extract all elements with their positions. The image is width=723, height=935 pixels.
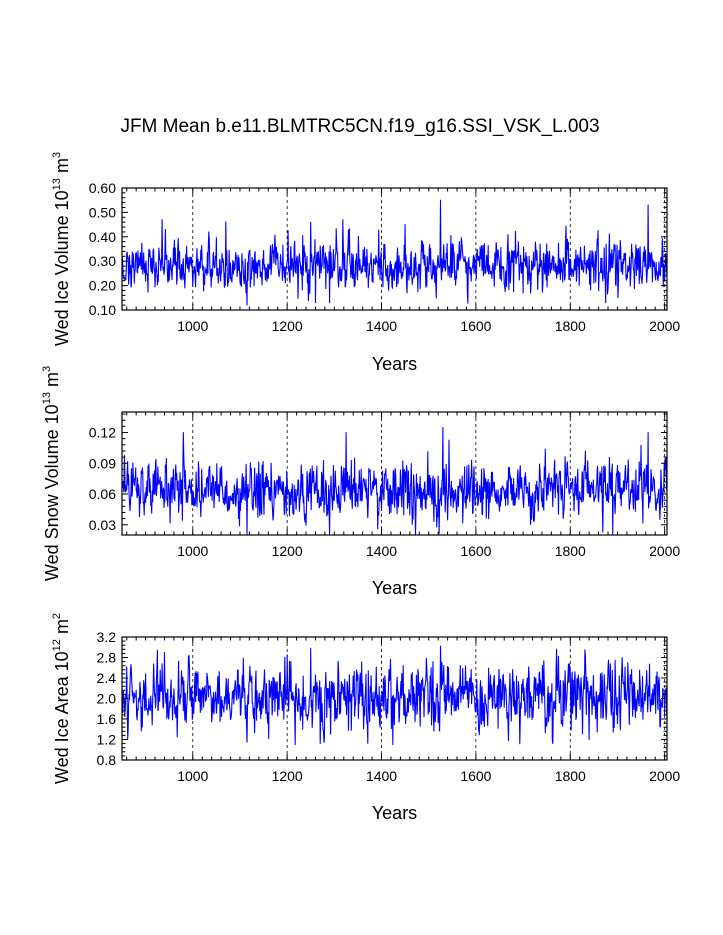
x-axis-label: Years [372, 803, 417, 823]
x-tick-label: 1800 [555, 543, 586, 559]
panel-1: 1000 1200 1400 1600 1800 2000 0.10 0.20 0.30 0.40… [51, 152, 680, 374]
plot-frame [121, 411, 668, 536]
series-line-1 [121, 199, 668, 306]
y-tick-label: 0.20 [89, 278, 116, 294]
figure-title: JFM Mean b.e11.BLMTRC5CN.f19_g16.SSI_VSK… [120, 116, 599, 137]
plot-frame [121, 187, 668, 311]
x-axis-label: Years [372, 354, 417, 374]
x-tick-label: 1400 [366, 768, 397, 784]
x-tick-label: 1600 [460, 768, 491, 784]
x-tick-label: 1400 [366, 543, 397, 559]
x-tick-label: 1000 [177, 768, 208, 784]
panels: 1000 1200 1400 1600 1800 2000 0.10 0.20 0.30 0.40… [41, 152, 680, 823]
y-tick-label: 0.40 [89, 229, 116, 245]
x-tick-label: 2000 [649, 543, 680, 559]
x-tick-label: 1200 [272, 768, 303, 784]
y-tick-label: 2.8 [97, 650, 117, 666]
x-tick-label: 1000 [177, 318, 208, 334]
y-tick-label: 0.60 [89, 180, 116, 196]
panel-3: 1000 1200 1400 1600 1800 2000 0.8 1.2 1.6 2.0 2.4 2… [51, 613, 680, 823]
x-tick-label: 2000 [649, 768, 680, 784]
y-tick-label: 0.10 [89, 302, 116, 318]
x-tick-label: 1800 [555, 318, 586, 334]
x-tick-label: 1600 [460, 543, 491, 559]
y-tick-label: 0.8 [97, 752, 117, 768]
x-axis-label: Years [372, 578, 417, 598]
x-tick-label: 1000 [177, 543, 208, 559]
y-tick-label: 3.2 [97, 629, 117, 645]
x-tick-label: 1800 [555, 768, 586, 784]
y-tick-label: 0.09 [89, 455, 116, 471]
x-tick-label: 2000 [649, 318, 680, 334]
y-tick-label: 0.30 [89, 253, 116, 269]
x-tick-label: 1200 [272, 318, 303, 334]
x-tick-label: 1600 [460, 318, 491, 334]
y-tick-label: 0.12 [89, 425, 116, 441]
y-tick-label: 2.0 [97, 691, 117, 707]
y-tick-label: 2.4 [97, 670, 117, 686]
y-tick-label: 0.50 [89, 204, 116, 220]
y-tick-label: 1.2 [97, 732, 117, 748]
panel-2: 1000 1200 1400 1600 1800 2000 0.03 0.06 0.09 0.12… [41, 366, 680, 598]
x-tick-label: 1400 [366, 318, 397, 334]
x-tick-label: 1200 [272, 543, 303, 559]
y-axis-label: Wed Ice Volume 1013 m3 [51, 152, 72, 346]
y-axis-label: Wed Snow Volume 1013 m3 [41, 366, 62, 581]
series-line-2 [121, 426, 668, 536]
y-tick-label: 1.6 [97, 711, 117, 727]
series-line-3 [121, 645, 668, 746]
y-tick-label: 0.03 [89, 517, 116, 533]
y-axis-label: Wed Ice Area 1012 m2 [51, 613, 72, 784]
y-tick-label: 0.06 [89, 486, 116, 502]
